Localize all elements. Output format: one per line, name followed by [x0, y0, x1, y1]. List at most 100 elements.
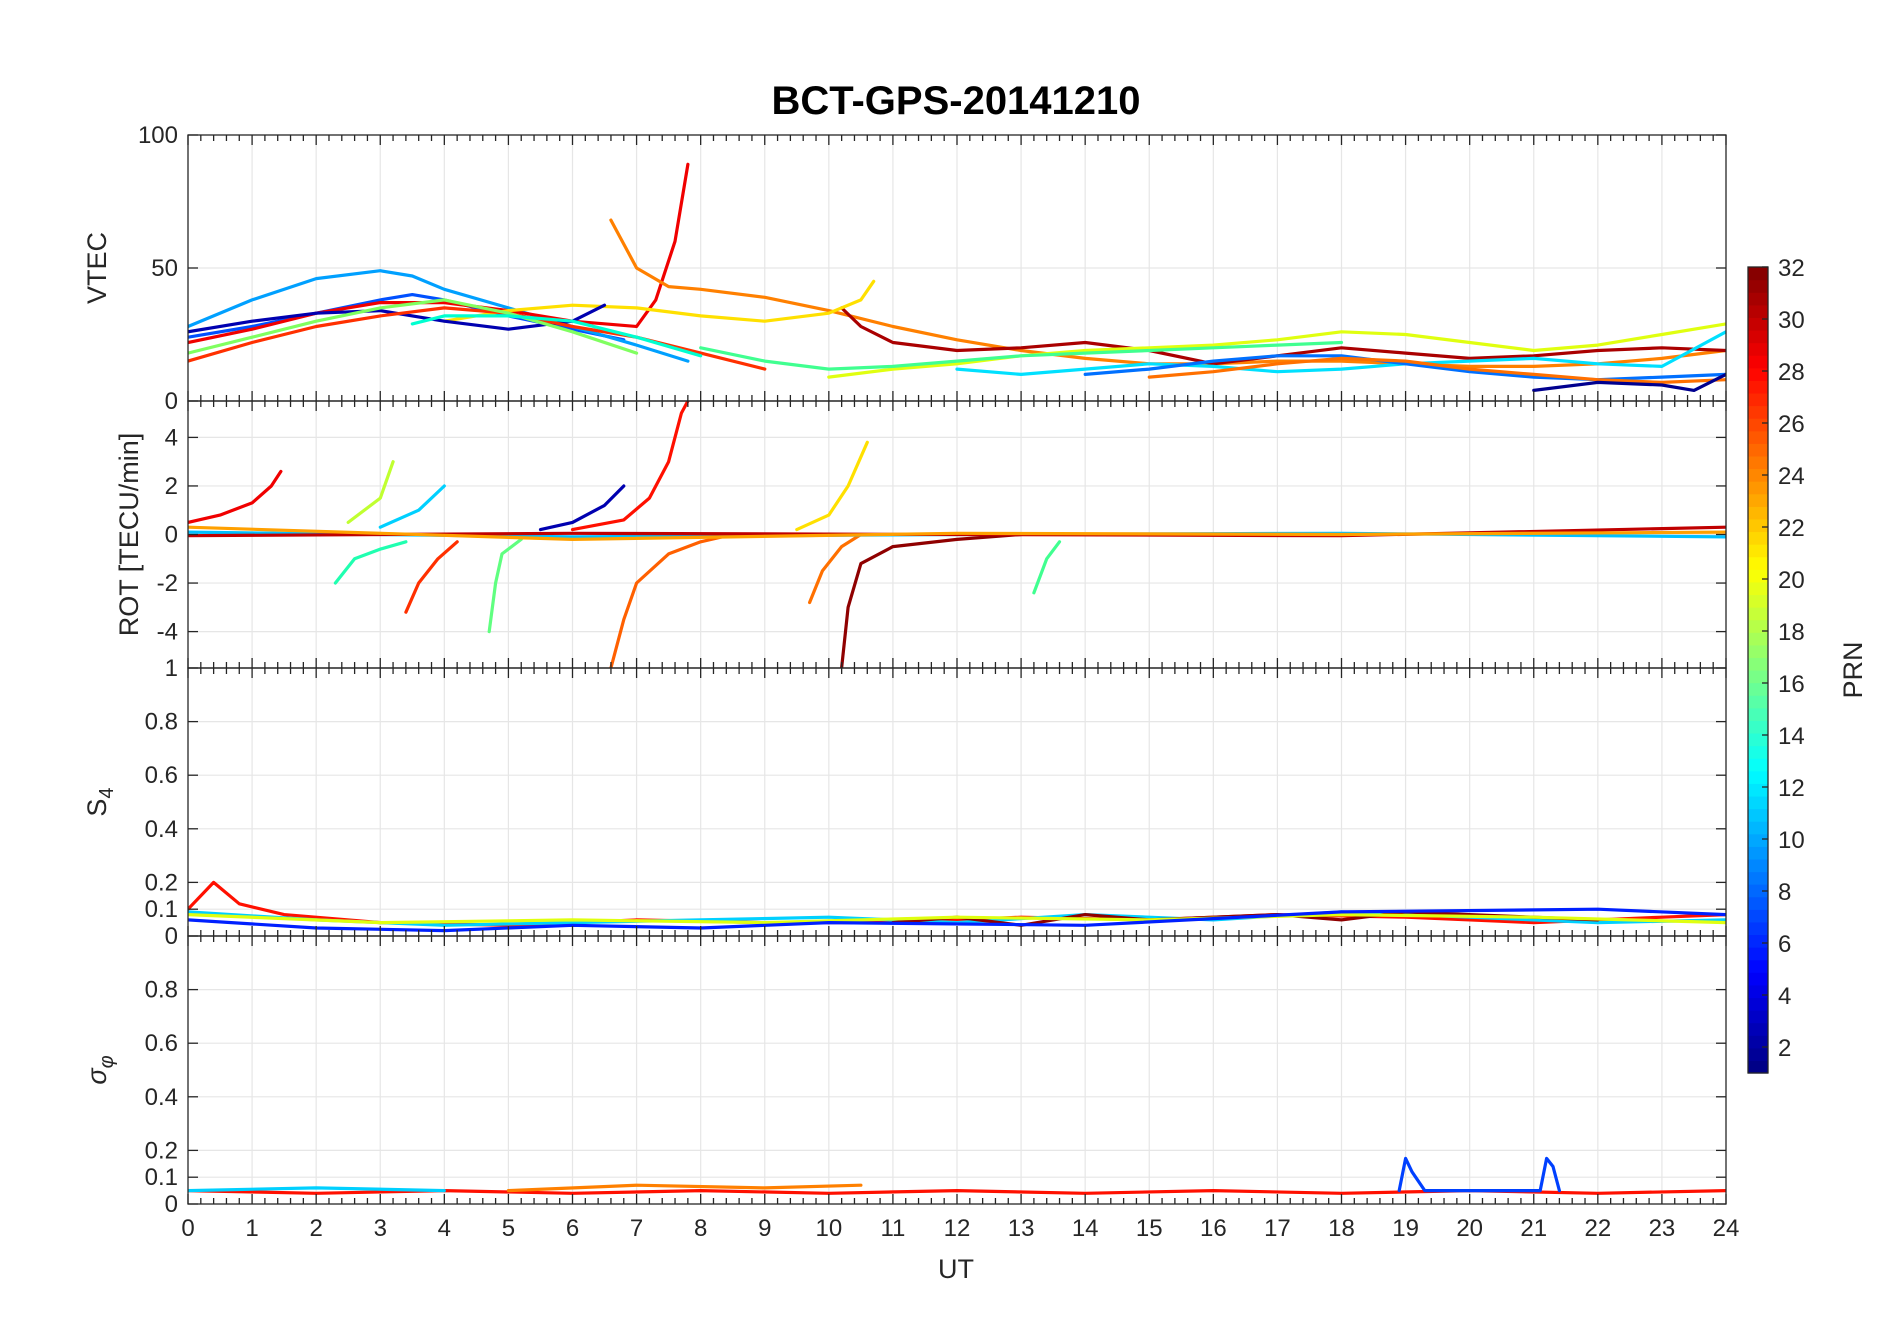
series-prn-24 — [808, 532, 863, 605]
x-tick-label: 7 — [630, 1215, 643, 1242]
series-prn-19 — [827, 322, 1726, 379]
colorbar-segment — [1748, 720, 1768, 734]
colorbar-frame — [1747, 266, 1769, 1074]
x-tick-label: 15 — [1136, 1215, 1163, 1242]
y-tick-label: 0.2 — [145, 869, 178, 896]
y-axis-label: σφ — [82, 1055, 118, 1084]
series-prn-16 — [487, 537, 523, 634]
series-group — [188, 401, 1726, 668]
series-prn-11 — [955, 330, 1726, 376]
colorbar-segment — [1748, 1060, 1768, 1074]
colorbar-segment — [1748, 934, 1768, 948]
colorbar-segment — [1748, 1035, 1768, 1049]
colorbar-segment — [1748, 531, 1768, 545]
colorbar-segment — [1748, 921, 1768, 936]
series-prn-9 — [188, 269, 690, 363]
colorbar-segment — [1748, 267, 1768, 281]
colorbar-segment — [1748, 367, 1768, 381]
colorbar-segment — [1748, 544, 1768, 558]
colorbar-tick-label: 8 — [1778, 879, 1791, 906]
colorbar-segment — [1748, 846, 1768, 860]
x-tick-label: 2 — [309, 1215, 322, 1242]
series-group — [188, 162, 1726, 392]
colorbar-segment — [1748, 783, 1768, 797]
panel-s4: 00.10.2 0.4 0.6 0.8 1 S4 — [82, 655, 1727, 950]
y-tick-label: -4 — [157, 619, 178, 646]
colorbar-segment — [1748, 745, 1768, 759]
colorbar-segment — [1748, 342, 1768, 356]
panel-rot: -4 -2 0 2 4 ROT [TECU/min] — [114, 400, 1727, 669]
x-tick-label: 18 — [1328, 1215, 1355, 1242]
x-tick-label: 22 — [1584, 1215, 1611, 1242]
colorbar-segment — [1748, 707, 1768, 721]
series-prn-14 — [333, 540, 408, 585]
x-tick-label: 19 — [1392, 1215, 1419, 1242]
series-prn-15 — [699, 340, 1344, 371]
x-tick-label: 8 — [694, 1215, 707, 1242]
x-tick-label: 21 — [1520, 1215, 1547, 1242]
colorbar-label: PRN — [1838, 641, 1868, 698]
colorbar-tick-label: 10 — [1778, 827, 1805, 854]
colorbar-segment — [1748, 896, 1768, 910]
x-tick-label: 17 — [1264, 1215, 1291, 1242]
colorbar-segment — [1748, 909, 1768, 923]
colorbar-segment — [1748, 871, 1768, 885]
y-tick-label: 2 — [165, 473, 178, 500]
y-tick-label: 0 — [165, 923, 178, 950]
series-prn-17 — [188, 298, 639, 355]
y-tick-label: 1 — [165, 655, 178, 682]
colorbar-tick-label: 26 — [1778, 411, 1805, 438]
series-prn-23 — [609, 218, 1726, 368]
y-axis-label: VTEC — [82, 232, 112, 304]
series-group — [188, 1156, 1726, 1195]
colorbar-segment — [1748, 329, 1768, 344]
series-prn-13 — [410, 314, 703, 358]
colorbar-tick-label: 16 — [1778, 671, 1805, 698]
colorbar-segment — [1748, 682, 1768, 696]
panel-vtec: 0 50 100 VTEC — [82, 122, 1727, 415]
colorbar-tick-label: 20 — [1778, 567, 1805, 594]
x-tick-label: 24 — [1713, 1215, 1740, 1242]
x-tick-label: 1 — [245, 1215, 258, 1242]
series-prn-29 — [188, 162, 690, 345]
series-prn-5 — [1397, 1156, 1561, 1193]
colorbar-segment — [1748, 670, 1768, 684]
series-prn-20 — [795, 440, 869, 532]
colorbar-segment — [1748, 468, 1768, 482]
colorbar-segment — [1748, 1010, 1768, 1024]
colorbar-segment — [1748, 833, 1768, 847]
x-tick-label: 23 — [1649, 1215, 1676, 1242]
colorbar-tick-label: 18 — [1778, 619, 1805, 646]
colorbar-segment — [1748, 1022, 1768, 1036]
x-tick-label: 0 — [181, 1215, 194, 1242]
colorbar-segment — [1748, 947, 1768, 961]
colorbar-tick-label: 22 — [1778, 515, 1805, 542]
colorbar-segment — [1748, 984, 1768, 999]
series-prn-2 — [188, 303, 607, 334]
colorbar-tick-label: 30 — [1778, 307, 1805, 334]
x-tick-label: 6 — [566, 1215, 579, 1242]
colorbar-segment — [1748, 758, 1768, 772]
colorbar-tick-label: 24 — [1778, 463, 1805, 490]
x-tick-label: 16 — [1200, 1215, 1227, 1242]
chart-title: BCT-GPS-20141210 — [771, 79, 1140, 123]
series-prn-25 — [609, 532, 735, 668]
y-tick-label: 0 — [165, 1191, 178, 1218]
x-tick-label: 10 — [815, 1215, 842, 1242]
colorbar-segment — [1748, 292, 1768, 306]
colorbar-segment — [1748, 884, 1768, 898]
series-prn-24 — [1147, 356, 1726, 384]
y-tick-label: 4 — [165, 424, 178, 451]
series-prn-2 — [538, 484, 626, 532]
series-prn-31 — [840, 532, 1023, 668]
colorbar-segment — [1748, 632, 1768, 646]
colorbar-segment — [1748, 569, 1768, 583]
colorbar-segment — [1748, 418, 1768, 432]
colorbar-segment — [1748, 443, 1768, 457]
colorbar-segment — [1748, 405, 1768, 419]
colorbar-segment — [1748, 619, 1768, 633]
y-tick-label: 0.2 — [145, 1137, 178, 1164]
